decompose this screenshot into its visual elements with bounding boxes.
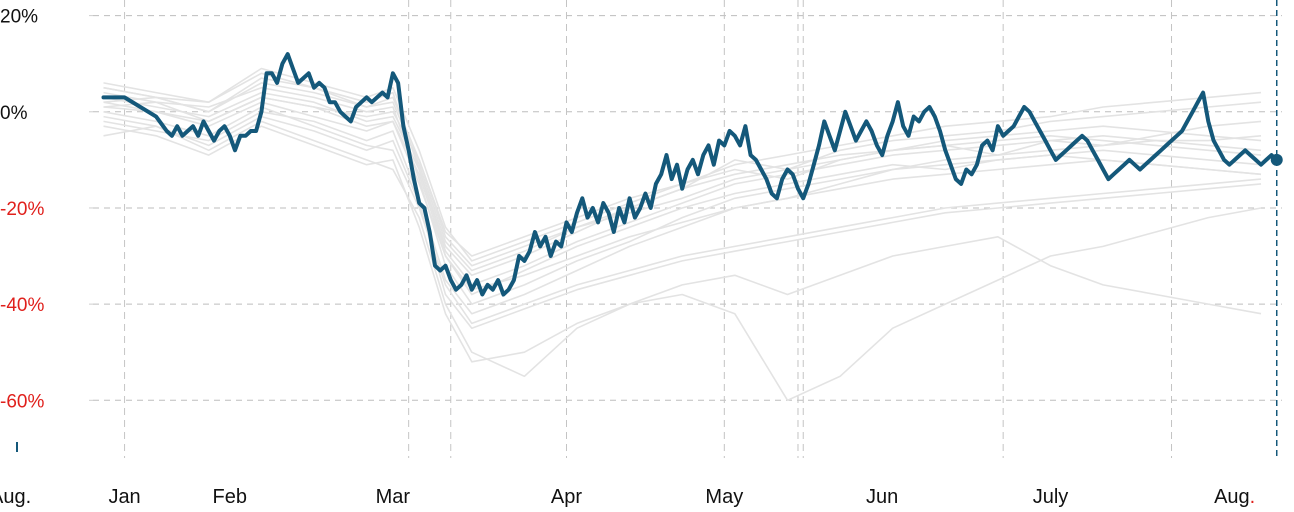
y-tick-label-4: -60% bbox=[0, 391, 44, 412]
background-series-line-6 bbox=[103, 86, 1262, 305]
background-series-line-9 bbox=[103, 67, 1262, 262]
background-series-line-8 bbox=[103, 91, 1262, 286]
background-series-line-12 bbox=[103, 125, 1262, 363]
x-tick-label-3: Apr bbox=[551, 486, 582, 508]
x-tick-label-7: Aug. bbox=[1214, 486, 1255, 508]
y-tick-label-2: -20% bbox=[0, 199, 44, 220]
x-tick-label-2: Mar bbox=[376, 486, 411, 508]
left-edge-month-label-text: Aug. bbox=[0, 486, 31, 508]
highlight-series-line bbox=[101, 52, 1279, 297]
y-axis-ticks: 20% 0% -20% -40% -60% bbox=[0, 7, 44, 413]
left-edge-month-label: Aug. bbox=[0, 486, 31, 508]
background-series-group bbox=[103, 67, 1262, 402]
y-tick-label-1: 0% bbox=[0, 103, 28, 124]
background-series-line-11 bbox=[103, 82, 1262, 272]
y-tick-label-3: -40% bbox=[0, 295, 44, 316]
background-series-line-1 bbox=[103, 77, 1262, 277]
x-tick-label-6: July bbox=[1033, 486, 1069, 508]
background-series-line-14 bbox=[103, 72, 1262, 267]
horizontal-gridlines bbox=[89, 15, 1282, 401]
x-tick-label-1: Feb bbox=[213, 486, 247, 508]
current-value-point bbox=[1270, 153, 1283, 166]
x-axis-ticks: Jan Feb Mar Apr May Jun July Aug. bbox=[108, 486, 1255, 508]
background-series-line-13 bbox=[103, 96, 1262, 291]
background-series-line-7 bbox=[103, 106, 1262, 325]
vertical-reference-lines bbox=[16, 0, 1173, 458]
x-tick-label-0: Jan bbox=[108, 486, 140, 508]
y-tick-label-0: 20% bbox=[0, 7, 38, 28]
x-tick-label-5: Jun bbox=[866, 486, 898, 508]
background-series-line-10 bbox=[103, 115, 1262, 329]
x-tick-label-4: May bbox=[705, 486, 743, 508]
highlight-series-group bbox=[101, 0, 1283, 458]
